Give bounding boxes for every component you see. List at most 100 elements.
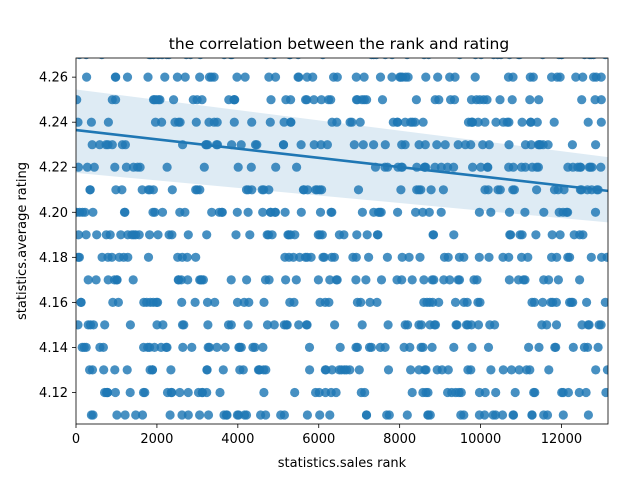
scatter-point xyxy=(276,410,286,420)
scatter-point xyxy=(137,185,147,195)
scatter-point xyxy=(369,140,379,150)
scatter-point xyxy=(372,230,382,240)
scatter-point xyxy=(596,95,606,105)
scatter-point xyxy=(365,297,375,307)
scatter-point xyxy=(110,387,120,398)
scatter-point xyxy=(372,297,382,307)
scatter-point xyxy=(484,140,494,150)
scatter-point xyxy=(440,140,450,150)
scatter-point xyxy=(402,410,412,420)
scatter-point xyxy=(204,342,214,352)
scatter-point xyxy=(474,207,484,217)
scatter-point xyxy=(482,95,492,105)
scatter-point xyxy=(504,252,514,262)
scatter-point xyxy=(577,95,587,105)
scatter-point xyxy=(293,72,303,82)
scatter-point xyxy=(403,320,413,330)
scatter-point xyxy=(551,320,562,330)
scatter-point xyxy=(575,162,585,172)
scatter-point xyxy=(172,72,182,82)
scatter-point xyxy=(357,320,367,330)
scatter-point xyxy=(351,275,361,285)
scatter-point xyxy=(103,117,113,127)
scatter-point xyxy=(315,230,325,240)
scatter-point xyxy=(291,275,301,285)
scatter-point xyxy=(491,410,501,420)
x-tick-label: 4000 xyxy=(221,432,254,447)
scatter-point xyxy=(232,410,242,420)
scatter-point xyxy=(242,275,252,285)
scatter-point xyxy=(583,117,593,127)
scatter-point xyxy=(231,230,241,240)
scatter-point xyxy=(207,207,217,217)
scatter-point xyxy=(143,252,154,262)
x-tick-label: 0 xyxy=(72,432,80,447)
scatter-point xyxy=(195,410,205,420)
scatter-point xyxy=(197,275,207,285)
scatter-point xyxy=(463,117,474,127)
scatter-point xyxy=(450,72,460,82)
scatter-point xyxy=(508,72,518,82)
scatter-point xyxy=(480,117,490,127)
scatter-point xyxy=(256,410,266,420)
y-tick-label: 4.12 xyxy=(39,386,68,401)
scatter-point xyxy=(246,162,256,172)
scatter-point xyxy=(235,365,245,375)
scatter-point xyxy=(234,342,244,352)
scatter-point xyxy=(539,410,549,420)
scatter-point xyxy=(315,297,325,307)
scatter-point xyxy=(578,72,588,82)
scatter-point xyxy=(243,207,253,217)
scatter-point xyxy=(364,252,374,262)
scatter-point xyxy=(486,207,496,217)
scatter-point xyxy=(309,95,319,105)
scatter-point xyxy=(376,275,387,285)
scatter-point xyxy=(450,297,461,307)
scatter-point xyxy=(304,342,315,352)
plot-frame xyxy=(75,57,609,425)
y-tick-label: 4.26 xyxy=(39,71,68,86)
scatter-point xyxy=(552,252,562,262)
scatter-point xyxy=(114,252,124,262)
y-axis-label: statistics.average rating xyxy=(15,162,30,320)
scatter-point xyxy=(99,365,109,375)
scatter-point xyxy=(528,72,538,82)
scatter-point xyxy=(414,185,424,195)
scatter-point xyxy=(265,117,275,127)
scatter-point xyxy=(166,365,176,375)
chart-title: the correlation between the rank and rat… xyxy=(169,35,509,53)
scatter-point xyxy=(199,162,209,172)
scatter-point xyxy=(596,72,606,82)
scatter-point xyxy=(121,162,131,172)
scatter-point xyxy=(77,342,87,352)
scatter-point xyxy=(433,72,443,82)
scatter-point xyxy=(510,387,520,398)
scatter-point xyxy=(316,140,326,150)
scatter-point xyxy=(459,297,469,307)
scatter-point xyxy=(480,410,490,420)
scatter-point xyxy=(387,72,397,82)
scatter-point xyxy=(424,207,434,217)
scatter-point xyxy=(330,320,340,330)
scatter-point xyxy=(480,387,490,398)
scatter-point xyxy=(517,230,527,240)
scatter-point xyxy=(456,410,466,420)
scatter-point xyxy=(544,365,554,375)
scatter-point xyxy=(232,72,242,82)
scatter-point xyxy=(526,140,536,150)
scatter-point xyxy=(468,162,478,172)
scatter-point xyxy=(361,275,371,285)
scatter-point xyxy=(128,162,139,172)
scatter-point xyxy=(240,72,250,82)
scatter-point xyxy=(269,320,279,330)
scatter-point xyxy=(407,275,417,285)
scatter-point xyxy=(533,162,544,172)
scatter-point xyxy=(476,162,486,172)
scatter-point xyxy=(153,297,163,307)
scatter-point xyxy=(191,252,201,262)
scatter-point xyxy=(286,117,296,127)
scatter-point xyxy=(436,207,446,217)
scatter-point xyxy=(278,140,289,150)
scatter-point xyxy=(375,207,385,217)
